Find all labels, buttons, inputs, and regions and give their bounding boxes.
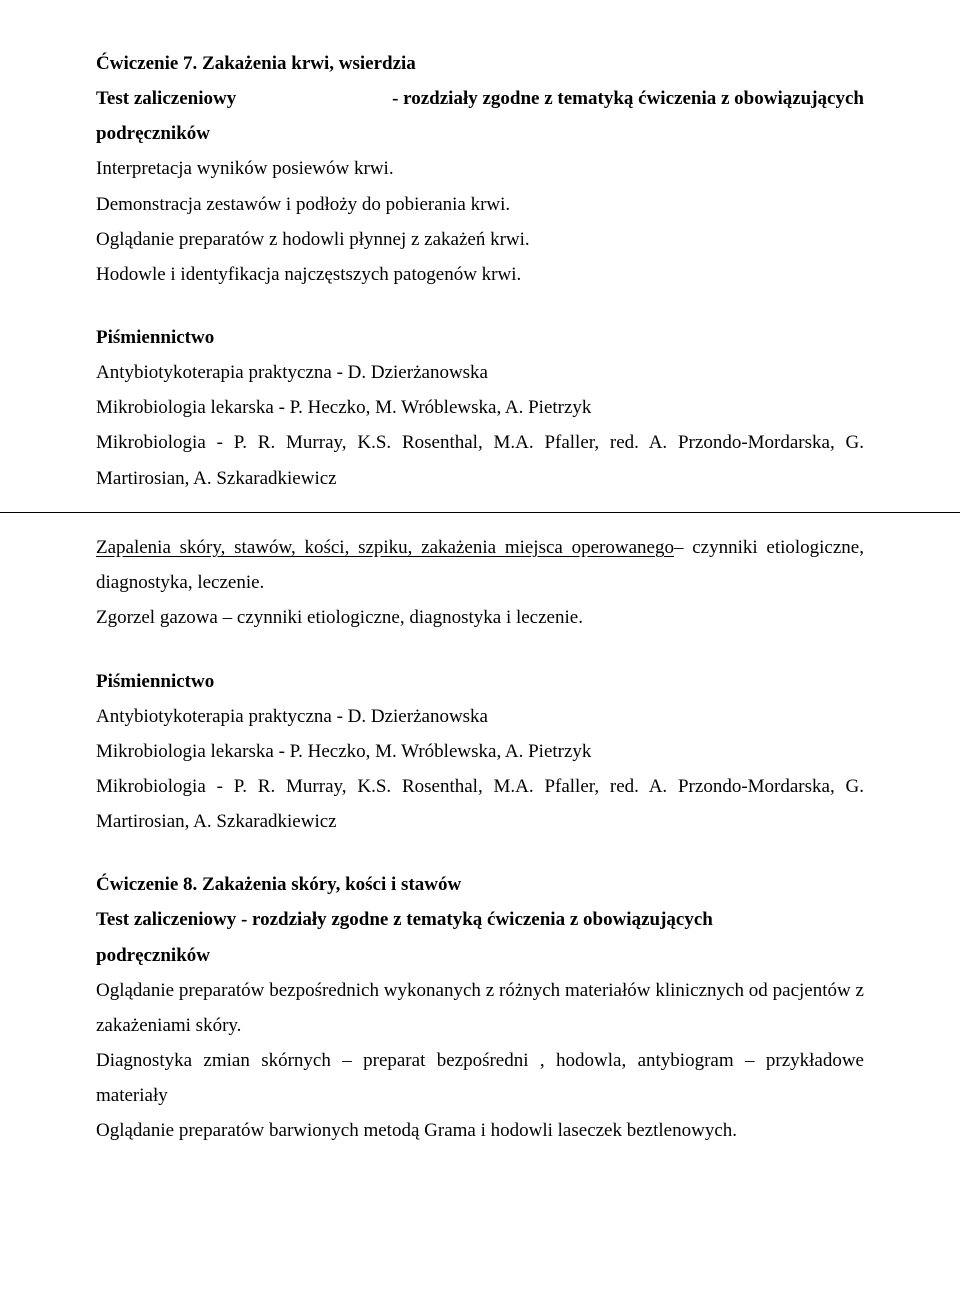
section2-p2: Zgorzel gazowa – czynniki etiologiczne, …: [96, 600, 864, 635]
section1-heading: Ćwiczenie 7. Zakażenia krwi, wsierdzia: [96, 46, 864, 81]
section2-p1-full: Zapalenia skóry, stawów, kości, szpiku, …: [96, 530, 864, 600]
biblio2-l3: Mikrobiologia - P. R. Murray, K.S. Rosen…: [96, 769, 864, 839]
section1-p3: Oglądanie preparatów z hodowli płynnej z…: [96, 222, 864, 257]
horizontal-divider: [0, 512, 960, 513]
biblio1-l3: Mikrobiologia - P. R. Murray, K.S. Rosen…: [96, 425, 864, 495]
section3-p1: Oglądanie preparatów bezpośrednich wykon…: [96, 973, 864, 1043]
section1-test-line2: podręczników: [96, 116, 864, 151]
biblio1-heading: Piśmiennictwo: [96, 320, 864, 355]
section2-under: Zapalenia skóry, stawów, kości, szpiku, …: [96, 537, 674, 558]
section3-heading: Ćwiczenie 8. Zakażenia skóry, kości i st…: [96, 867, 864, 902]
biblio1-l2: Mikrobiologia lekarska - P. Heczko, M. W…: [96, 390, 864, 425]
section3-t2: podręczników: [96, 938, 864, 973]
section3-p3: Oglądanie preparatów barwionych metodą G…: [96, 1113, 864, 1148]
biblio1-l1: Antybiotykoterapia praktyczna - D. Dzier…: [96, 355, 864, 390]
test-label: Test zaliczeniowy: [96, 81, 236, 116]
biblio2-l2: Mikrobiologia lekarska - P. Heczko, M. W…: [96, 734, 864, 769]
section1-p2: Demonstracja zestawów i podłoży do pobie…: [96, 187, 864, 222]
section3-p2: Diagnostyka zmian skórnych – preparat be…: [96, 1043, 864, 1113]
section1-p4: Hodowle i identyfikacja najczęstszych pa…: [96, 257, 864, 292]
biblio2-l1: Antybiotykoterapia praktyczna - D. Dzier…: [96, 699, 864, 734]
test-rest: - rozdziały zgodne z tematyką ćwiczenia …: [236, 81, 864, 116]
section1-p1: Interpretacja wyników posiewów krwi.: [96, 151, 864, 186]
biblio2-heading: Piśmiennictwo: [96, 664, 864, 699]
section1-test-line1: Test zaliczeniowy - rozdziały zgodne z t…: [96, 81, 864, 116]
section3-t1: Test zaliczeniowy - rozdziały zgodne z t…: [96, 902, 864, 937]
